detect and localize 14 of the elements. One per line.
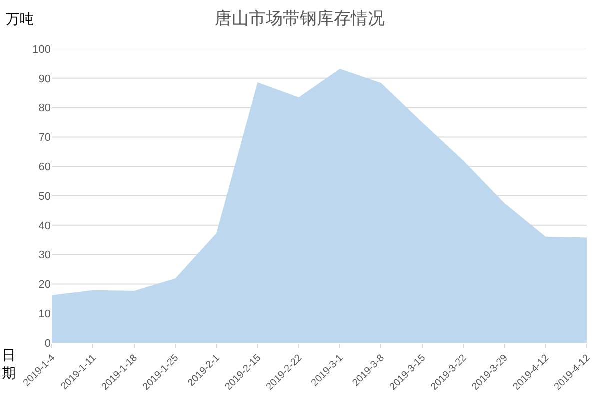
y-tick-label: 70: [38, 132, 51, 144]
y-tick-label: 90: [38, 73, 51, 86]
y-tick-label: 20: [38, 279, 51, 292]
y-tick-label: 10: [38, 308, 51, 320]
y-tick-label: 40: [38, 220, 51, 232]
y-tick-label: 50: [38, 190, 51, 203]
x-axis-title: 日期: [2, 347, 16, 382]
y-axis-title: 万吨: [6, 11, 34, 27]
y-tick-label: 30: [38, 250, 51, 262]
y-tick-label: 0: [44, 338, 51, 350]
y-tick-label: 60: [38, 161, 51, 174]
chart-title: 唐山市场带钢库存情况: [215, 8, 385, 28]
y-tick-label: 80: [38, 102, 51, 115]
y-tick-label: 100: [32, 44, 51, 56]
